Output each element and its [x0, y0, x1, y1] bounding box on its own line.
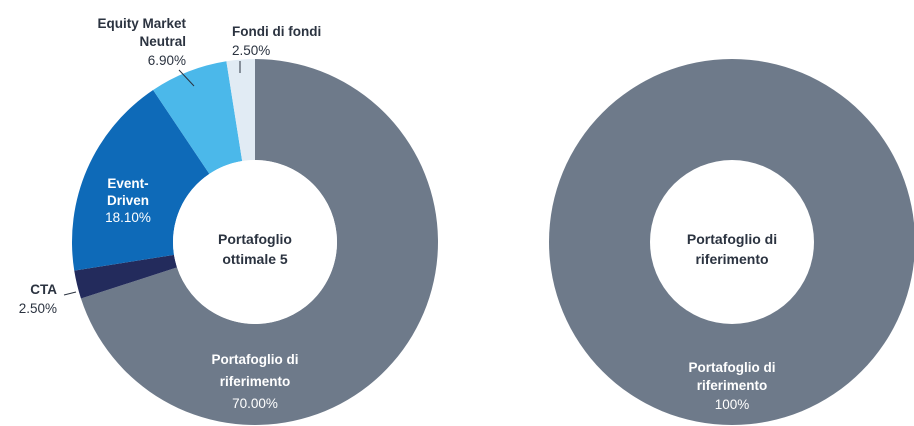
- donut-1-slice-label-1: riferimento: [220, 374, 291, 389]
- donut-1-slice-value-5: 2.50%: [232, 43, 270, 58]
- donut-1-slice-4: [153, 61, 243, 174]
- donut-1-slice-value-4: 6.90%: [148, 53, 186, 68]
- donut-2-slice-label-1: Portafoglio di: [689, 360, 776, 375]
- donut-1-slice-label-4: Equity Market: [97, 16, 186, 31]
- donut-1-slice-2: [74, 254, 178, 299]
- donut-1-slice-label-1: Portafoglio di: [212, 352, 299, 367]
- donut-1-slice-label-4: Neutral: [139, 34, 186, 49]
- donut-1-slice-label-5: Fondi di fondi: [232, 24, 321, 39]
- donut-2-center-label: riferimento: [695, 251, 768, 267]
- donut-2-slice-label-1: riferimento: [697, 378, 768, 393]
- donut-2-center-label: Portafoglio di: [687, 231, 777, 247]
- donut-2-slice-value-1: 100%: [715, 397, 750, 412]
- donut-1-center-label: Portafoglio: [218, 231, 292, 247]
- donut-1-slice-label-3: Driven: [107, 193, 149, 208]
- donut-2-hole: [650, 160, 814, 324]
- donut-1-slice-value-2: 2.50%: [19, 301, 57, 316]
- donut-1-slice-1: [80, 59, 438, 425]
- donut-1-slice-3: [72, 90, 210, 271]
- donut-1-slice-value-1: 70.00%: [232, 396, 278, 411]
- donut-1-leader-line-2: [63, 291, 77, 296]
- donut-1-slice-value-3: 18.10%: [105, 210, 151, 225]
- donut-1-leader-line-4: [178, 69, 195, 87]
- donut-1-hole: [173, 160, 337, 324]
- donut-1-slice-label-2: CTA: [30, 282, 57, 297]
- donut-1-slice-5: [226, 59, 255, 162]
- donut-1-center-label: ottimale 5: [222, 251, 288, 267]
- donut-1-slice-label-3: Event-: [107, 176, 148, 191]
